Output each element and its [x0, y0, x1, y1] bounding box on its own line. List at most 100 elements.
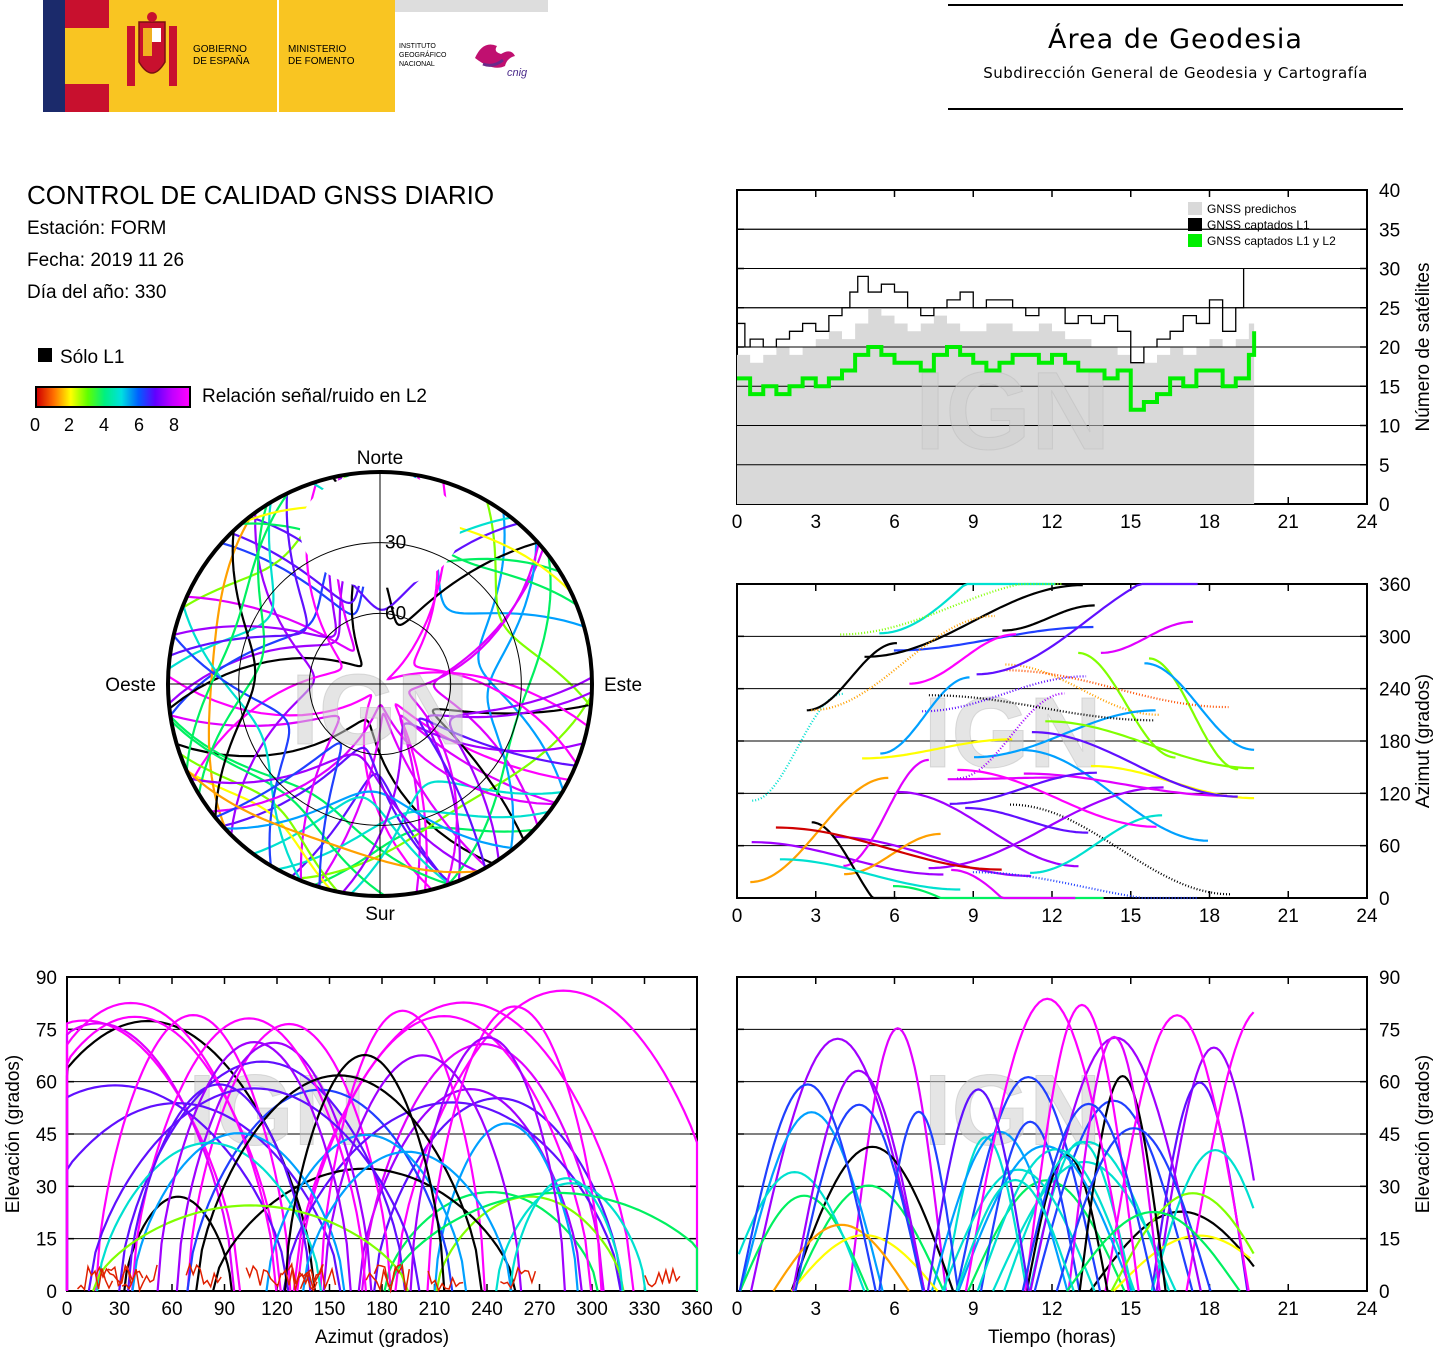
x-tick-label: 18 — [1199, 906, 1220, 927]
y-tick-label: 30 — [36, 1177, 57, 1198]
low-elevation-track — [644, 1266, 681, 1288]
satellite-track — [170, 720, 386, 896]
direction-east: Este — [604, 675, 642, 696]
satellite-track — [941, 1168, 1096, 1292]
snr-tick: 2 — [64, 415, 75, 435]
satellite-track — [169, 493, 308, 657]
satellite-track — [350, 780, 563, 895]
header-rule-top — [948, 4, 1403, 6]
satellite-track — [955, 1075, 1102, 1292]
satellite-track — [477, 511, 565, 791]
x-tick-label: 21 — [1278, 1299, 1299, 1320]
legend-label: GNSS captados L1 — [1207, 218, 1310, 232]
x-tick-label: 0 — [732, 906, 743, 927]
satellite-track — [965, 806, 1089, 834]
x-tick-label: 9 — [968, 512, 979, 533]
satellite-track — [123, 1195, 233, 1292]
x-tick-label: 6 — [889, 512, 900, 533]
x-tick-label: 24 — [1356, 1299, 1378, 1320]
x-tick-label: 330 — [629, 1299, 661, 1320]
satellite-track — [811, 821, 897, 900]
satellite-track — [361, 1042, 605, 1292]
satellite-track — [878, 1110, 960, 1292]
low-elevation-track — [76, 1264, 114, 1292]
x-tick-label: 15 — [1120, 1299, 1141, 1320]
x-tick-label: 0 — [732, 1299, 743, 1320]
satellite-track — [431, 703, 592, 841]
satellite-track — [843, 758, 929, 867]
x-tick-label: 360 — [681, 1299, 713, 1320]
area-subtitle: Subdirección General de Geodesia y Carto… — [983, 64, 1368, 82]
satellite-track — [87, 1087, 421, 1292]
satellite-track — [185, 492, 289, 772]
snr-colorbar — [35, 386, 191, 408]
satellite-track — [190, 481, 343, 783]
satellite-track — [1009, 803, 1232, 896]
satellite-track — [750, 776, 889, 884]
direction-south: Sur — [365, 904, 395, 925]
y-axis-label: Elevación (grados) — [1413, 1055, 1434, 1213]
satellite-track — [394, 703, 570, 892]
y-axis-label: Número de satélites — [1413, 263, 1434, 432]
x-tick-label: 3 — [810, 1299, 821, 1320]
satellite-track — [292, 1001, 635, 1292]
satellite-track — [1002, 604, 1095, 632]
station-label: Estación: FORM — [27, 218, 167, 239]
satellite-track — [955, 1178, 1075, 1292]
satellite-track — [976, 582, 1198, 676]
x-tick-label: 18 — [1199, 512, 1220, 533]
ign-panel: INSTITUTO GEOGRÁFICO NACIONAL cnig — [395, 0, 548, 112]
low-elevation-track — [281, 1267, 318, 1292]
x-tick-label: 12 — [1041, 512, 1062, 533]
satellite-track — [928, 786, 1164, 870]
y-axis-label: Azimut (grados) — [1413, 674, 1434, 808]
spain-flag-strip — [43, 0, 65, 112]
legend-swatch — [1188, 202, 1202, 215]
gobierno-panel: GOBIERNO DE ESPAÑA — [109, 0, 277, 112]
satellite-track — [316, 712, 488, 888]
snr-tick: 8 — [169, 415, 180, 435]
satellite-track — [509, 1177, 624, 1292]
satellite-track — [485, 500, 592, 708]
y-tick-label: 60 — [1379, 837, 1400, 858]
satellite-track — [387, 1191, 699, 1292]
satellite-track — [131, 1017, 367, 1292]
ministerio-text: MINISTERIO DE FOMENTO — [288, 44, 355, 67]
x-tick-label: 6 — [889, 1299, 900, 1320]
satellite-track — [131, 1132, 346, 1292]
area-title: Área de Geodesia — [1048, 24, 1303, 55]
y-axis-label: Elevación (grados) — [3, 1055, 24, 1213]
satellite-track — [1144, 662, 1255, 751]
x-tick-label: 30 — [109, 1299, 130, 1320]
satellite-track — [94, 1013, 292, 1292]
x-tick-label: 6 — [889, 906, 900, 927]
y-tick-label: 75 — [36, 1020, 57, 1041]
y-tick-label: 10 — [1379, 417, 1400, 438]
x-tick-label: 180 — [366, 1299, 398, 1320]
satellite-track — [949, 771, 1097, 805]
y-tick-label: 25 — [1379, 299, 1400, 320]
low-elevation-track — [287, 1262, 324, 1291]
satellite-track — [1078, 651, 1176, 759]
y-tick-label: 40 — [1379, 181, 1400, 202]
x-tick-label: 9 — [968, 1299, 979, 1320]
instituto-text: INSTITUTO GEOGRÁFICO NACIONAL — [399, 43, 447, 68]
satellite-track — [486, 540, 538, 852]
satellite-track — [752, 692, 844, 802]
satellite-track — [1155, 1046, 1255, 1292]
satellite-track — [1021, 1102, 1156, 1292]
satellite-track — [435, 1195, 625, 1292]
header-logo-block: GOBIERNO DE ESPAÑA MINISTERIO DE FOMENTO I… — [43, 0, 548, 112]
l1-only-label: Sólo L1 — [60, 347, 125, 368]
satellite-track — [1104, 1014, 1250, 1292]
low-elevation-track — [299, 1264, 337, 1291]
satellite-track — [186, 1022, 392, 1292]
satellite-track — [265, 1133, 468, 1292]
direction-north: Norte — [357, 448, 403, 469]
legend-label: GNSS predichos — [1207, 202, 1296, 216]
satellite-track — [214, 742, 343, 888]
satellite-track — [1067, 1035, 1161, 1292]
satellite-track — [197, 504, 268, 795]
